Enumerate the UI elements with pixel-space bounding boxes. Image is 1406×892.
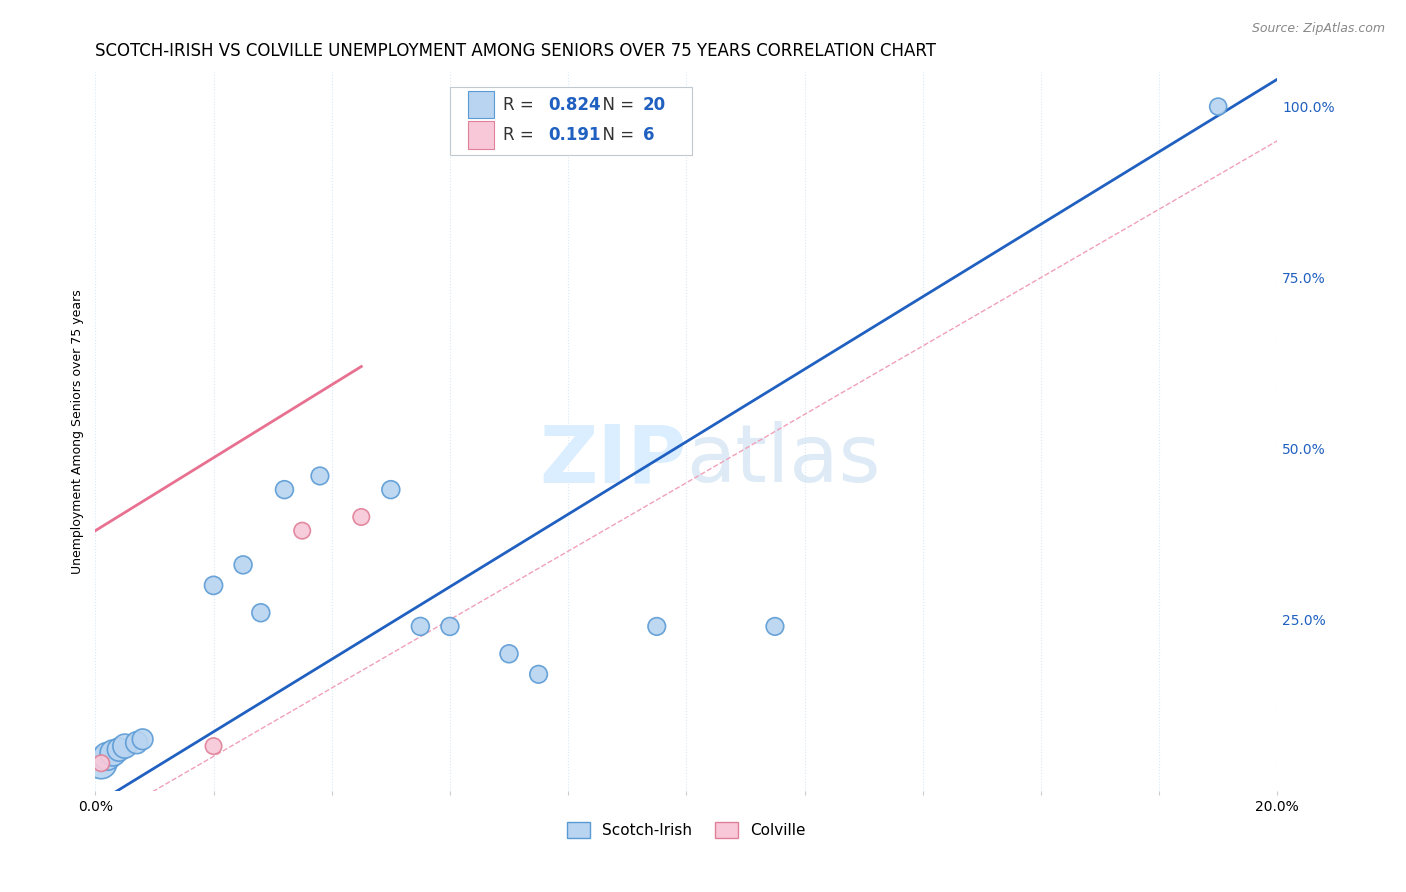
Legend: Scotch-Irish, Colville: Scotch-Irish, Colville	[561, 816, 811, 844]
Point	[101, 746, 124, 760]
Text: N =: N =	[592, 126, 640, 144]
Point	[380, 483, 402, 497]
Text: R =: R =	[503, 126, 544, 144]
Point	[250, 606, 273, 620]
Text: 0.824: 0.824	[548, 95, 600, 114]
Point	[232, 558, 254, 572]
Point	[291, 524, 314, 538]
Text: N =: N =	[592, 95, 640, 114]
Text: 20: 20	[643, 95, 665, 114]
Point	[763, 619, 786, 633]
Point	[409, 619, 432, 633]
FancyBboxPatch shape	[468, 121, 494, 149]
Point	[586, 100, 609, 114]
Point	[202, 739, 225, 753]
Text: R =: R =	[503, 95, 538, 114]
Point	[309, 469, 332, 483]
Text: 0.191: 0.191	[548, 126, 600, 144]
Point	[1206, 100, 1229, 114]
Text: ZIP: ZIP	[538, 421, 686, 500]
Point	[439, 619, 461, 633]
FancyBboxPatch shape	[468, 91, 494, 119]
Y-axis label: Unemployment Among Seniors over 75 years: Unemployment Among Seniors over 75 years	[72, 289, 84, 574]
Point	[90, 756, 112, 771]
Text: SCOTCH-IRISH VS COLVILLE UNEMPLOYMENT AMONG SENIORS OVER 75 YEARS CORRELATION CH: SCOTCH-IRISH VS COLVILLE UNEMPLOYMENT AM…	[96, 42, 936, 60]
Point	[498, 647, 520, 661]
Point	[90, 756, 112, 771]
Point	[273, 483, 295, 497]
Point	[125, 736, 148, 750]
FancyBboxPatch shape	[450, 87, 692, 155]
Point	[350, 510, 373, 524]
Point	[114, 739, 136, 753]
Text: Source: ZipAtlas.com: Source: ZipAtlas.com	[1251, 22, 1385, 36]
Point	[202, 578, 225, 592]
Point	[527, 667, 550, 681]
Text: atlas: atlas	[686, 421, 880, 500]
Point	[108, 742, 131, 756]
Point	[131, 732, 153, 747]
Point	[557, 100, 579, 114]
Text: 6: 6	[643, 126, 654, 144]
Point	[96, 749, 118, 764]
Point	[645, 619, 668, 633]
